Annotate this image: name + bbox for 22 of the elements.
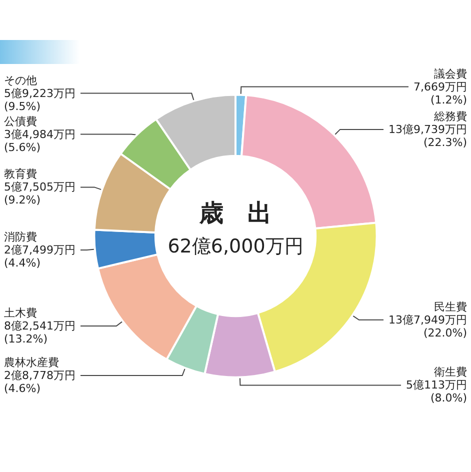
slice-label: 議会費 <box>434 67 467 80</box>
slice-label: 消防費 <box>4 230 37 244</box>
slice-label: 教育費 <box>4 168 37 181</box>
data-label: 7,669万円 (1.2%) <box>414 80 467 106</box>
slice-label: 公債費 <box>4 114 37 128</box>
data-label: 2億8,778万円 (4.6%) <box>4 368 76 395</box>
data-label: 2億7,499万円 (4.4%) <box>4 244 76 270</box>
slice-label: 衛生費 <box>434 366 467 379</box>
slice-label: 総務費 <box>433 110 467 123</box>
text: 62億6,000万円 <box>168 236 304 258</box>
data-label: 13億9,739万円 (22.3%) <box>388 122 467 149</box>
text: 歳 出 <box>198 199 272 227</box>
slice-label: 民生費 <box>434 300 467 314</box>
data-label: 5億113万円 (8.0%) <box>406 378 467 405</box>
data-label: 5億9,223万円 (9.5%) <box>4 86 76 113</box>
data-label: 5億7,505万円 (9.2%) <box>4 180 76 207</box>
slice-label: 農林水産費 <box>4 356 59 369</box>
data-label: 3億4,984万円 (5.6%) <box>4 128 76 154</box>
slice-label: 土木費 <box>4 306 37 320</box>
slice-label: その他 <box>4 74 37 87</box>
data-label: 8億2,541万円 (13.2%) <box>4 320 76 346</box>
data-label: 13億7,949万円 (22.0%) <box>388 313 467 340</box>
